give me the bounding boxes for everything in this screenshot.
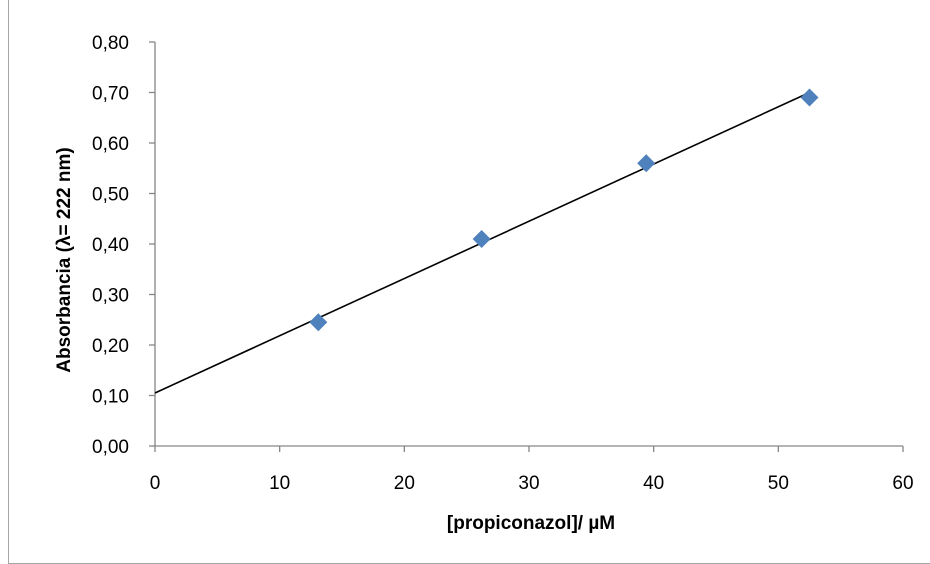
- axes: [149, 41, 904, 452]
- data-point-marker: [309, 313, 328, 332]
- x-tick-label: 0: [150, 473, 161, 494]
- data-point-marker: [637, 154, 656, 173]
- x-tick-label: 20: [394, 473, 415, 494]
- data-point-marker: [800, 88, 819, 107]
- y-tick-label: 0,40: [92, 235, 129, 256]
- x-tick-label: 50: [768, 473, 789, 494]
- data-points: [309, 88, 819, 332]
- y-tick-label: 0,30: [92, 286, 129, 307]
- y-tick-label: 0,70: [92, 84, 129, 105]
- y-tick-label: 0,00: [92, 437, 129, 458]
- x-tick-label: 10: [269, 473, 290, 494]
- data-point-marker: [472, 229, 491, 248]
- x-tick-label: 60: [892, 473, 913, 494]
- y-tick-label: 0,80: [92, 33, 129, 54]
- x-tick-label: 40: [643, 473, 664, 494]
- y-tick-label: 0,50: [92, 185, 129, 206]
- y-tick-label: 0,60: [92, 134, 129, 155]
- y-tick-labels: 0,00 0,10 0,20 0,30 0,40 0,50 0,60 0,70 0,80: [92, 33, 129, 458]
- y-axis-title: Absorbancia (λ= 222 nm): [54, 147, 75, 372]
- y-tick-label: 0,20: [92, 336, 129, 357]
- x-tick-label: 30: [518, 473, 539, 494]
- x-tick-labels: 0 10 20 30 40 50 60: [150, 473, 914, 494]
- y-tick-label: 0,10: [92, 387, 129, 408]
- x-axis-title: [propiconazol]/ µM: [447, 513, 615, 534]
